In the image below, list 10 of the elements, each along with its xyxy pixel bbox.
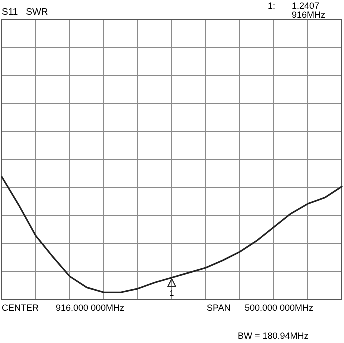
text: SPAN — [207, 303, 231, 313]
chart-title: S11 SWR — [2, 7, 48, 18]
text: 916.000 000MHz — [56, 303, 126, 313]
text: 500.000 000MHz — [245, 303, 314, 313]
text: 1: — [268, 1, 276, 11]
text: 1.2407 — [292, 1, 320, 11]
text: BW = 180.94MHz — [238, 331, 310, 341]
text: 916MHz — [292, 10, 326, 20]
text: CENTER — [2, 303, 40, 313]
annotation: 1 — [170, 289, 175, 298]
